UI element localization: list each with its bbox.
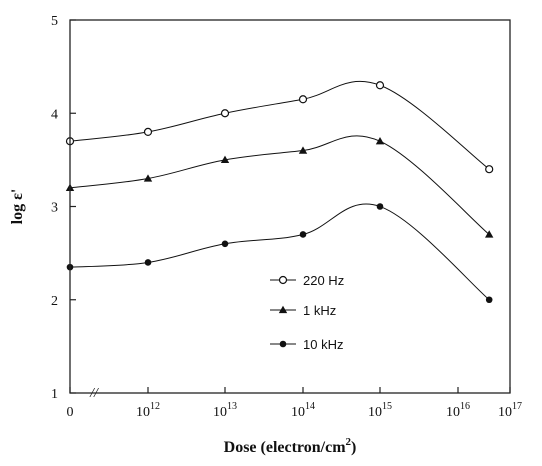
x-tick-label: 0 bbox=[67, 405, 74, 420]
legend-item: 10 kHz bbox=[270, 337, 343, 352]
x-tick-label: 1016 bbox=[446, 401, 470, 420]
data-point bbox=[299, 231, 307, 238]
data-point bbox=[220, 155, 230, 164]
legend-label: 220 Hz bbox=[303, 273, 344, 288]
y-tick-label: 1 bbox=[51, 387, 58, 402]
data-point bbox=[485, 165, 494, 174]
data-point bbox=[144, 259, 152, 266]
data-point bbox=[485, 230, 494, 238]
x-tick-label: 1013 bbox=[213, 401, 237, 420]
series-0 bbox=[65, 80, 494, 174]
legend-marker bbox=[279, 340, 287, 348]
data-point bbox=[375, 81, 385, 90]
series-line bbox=[69, 80, 490, 170]
x-tick-label: 1014 bbox=[291, 401, 315, 420]
data-point bbox=[143, 127, 153, 136]
legend-marker bbox=[278, 275, 288, 285]
series-1 bbox=[65, 135, 494, 238]
legend: 220 Hz 1 kHz 10 kHz bbox=[270, 273, 344, 352]
x-tick-label: 1015 bbox=[368, 401, 392, 420]
x-tick-label: 1017 bbox=[498, 401, 522, 420]
series-line bbox=[69, 135, 490, 235]
y-tick-label: 3 bbox=[51, 201, 58, 216]
data-point bbox=[376, 203, 384, 210]
data-point bbox=[298, 95, 308, 104]
x-axis-title: Dose (electron/cm2) bbox=[224, 436, 357, 456]
legend-item: 220 Hz bbox=[270, 273, 344, 288]
y-tick-label: 5 bbox=[51, 14, 58, 29]
data-point bbox=[220, 109, 230, 118]
legend-label: 10 kHz bbox=[303, 337, 343, 352]
series-layer bbox=[65, 80, 494, 304]
series-2 bbox=[66, 203, 493, 304]
x-tick-label: 1012 bbox=[136, 401, 160, 420]
series-line bbox=[69, 203, 490, 301]
data-point bbox=[143, 174, 153, 182]
y-axis-title: log ε' bbox=[9, 189, 26, 225]
data-point bbox=[375, 137, 385, 145]
y-tick-label: 4 bbox=[51, 107, 58, 122]
data-point bbox=[485, 296, 493, 304]
data-point bbox=[298, 146, 308, 154]
legend-marker bbox=[278, 305, 288, 314]
data-point bbox=[221, 240, 229, 248]
legend-label: 1 kHz bbox=[303, 303, 336, 318]
plot-frame bbox=[69, 19, 511, 394]
legend-item: 1 kHz bbox=[270, 303, 336, 318]
y-tick-label: 2 bbox=[51, 294, 58, 309]
